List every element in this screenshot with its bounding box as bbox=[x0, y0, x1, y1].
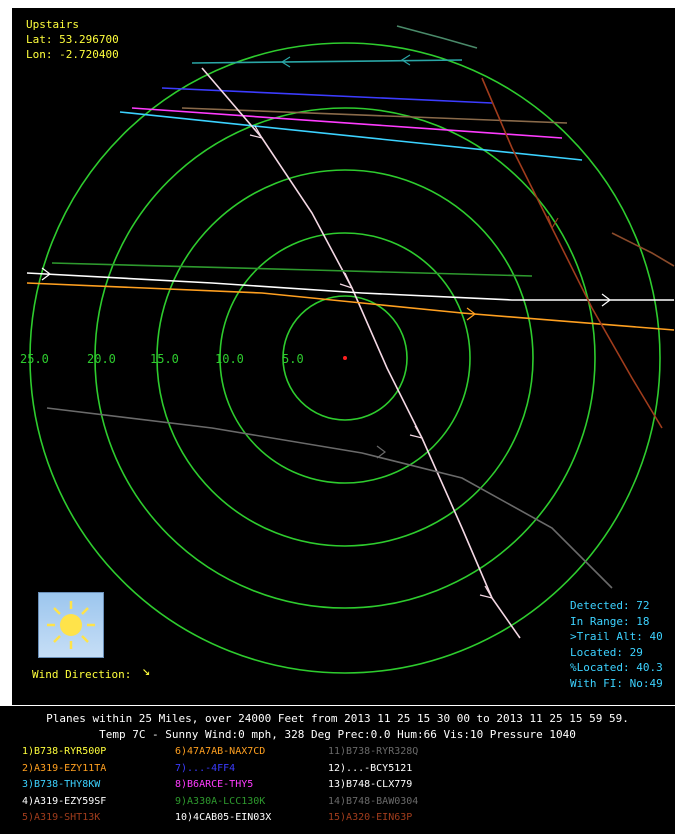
flight-entry: 12)...-BCY5121 bbox=[328, 762, 413, 774]
chevron-white-3 bbox=[409, 425, 424, 439]
flight-entry: 15)A320-EIN63P bbox=[328, 812, 413, 823]
flight-entry: 9)A330A-LCC130K bbox=[175, 795, 266, 807]
stat-detected: Detected: 72 bbox=[570, 599, 650, 612]
stat-trail-alt: >Trail Alt: 40 bbox=[570, 630, 663, 643]
track-blue bbox=[161, 87, 493, 104]
flight-tracks bbox=[26, 25, 675, 639]
flight-entry: 7)...-4FF4 bbox=[175, 762, 236, 774]
track-green-east bbox=[51, 262, 533, 277]
chevron-white-4 bbox=[479, 585, 494, 599]
track-brown-east bbox=[481, 77, 663, 429]
range-label-15: 15.0 bbox=[150, 352, 179, 366]
chevron-white-1 bbox=[249, 125, 264, 139]
location-lat: Lat: 53.296700 bbox=[26, 33, 119, 46]
range-label-5: 5.0 bbox=[282, 352, 304, 366]
track-grey-brown bbox=[181, 107, 568, 124]
track-north-teal bbox=[191, 59, 463, 64]
stats-panel: Detected: 72 In Range: 18 >Trail Alt: 40… bbox=[570, 598, 663, 691]
stat-with-fi: With FI: No:49 bbox=[570, 676, 663, 690]
location-name: Upstairs bbox=[26, 18, 79, 31]
center-marker bbox=[343, 356, 347, 360]
flight-entry: 5)A319-SHT13K bbox=[22, 812, 101, 823]
track-cyan bbox=[119, 111, 583, 161]
track-white-diagonal bbox=[201, 67, 521, 639]
flight-entry: 8)B6ARCE-THY5 bbox=[175, 779, 254, 790]
range-label-20: 20.0 bbox=[87, 352, 116, 366]
chevron-white-2 bbox=[339, 272, 354, 290]
wind-direction-label: Wind Direction: bbox=[32, 668, 132, 681]
range-ring-25 bbox=[29, 42, 661, 674]
summary-line-2: Temp 7C - Sunny Wind:0 mph, 328 Deg Prec… bbox=[99, 728, 576, 741]
flight-entry: 11)B738-RYR328Q bbox=[328, 746, 419, 757]
flight-entry: 10)4CAB05-EIN03X bbox=[175, 812, 272, 823]
range-rings bbox=[29, 42, 661, 674]
flight-entry: 4)A319-EZY59SF bbox=[22, 795, 107, 807]
stat-pct-located: %Located: 40.3 bbox=[570, 661, 663, 674]
range-ring-15 bbox=[156, 169, 534, 547]
range-ring-20 bbox=[94, 107, 596, 609]
chevron-orange-1 bbox=[466, 307, 476, 321]
radar-display: 25.0 20.0 15.0 10.0 5.0 bbox=[20, 25, 675, 674]
track-grey-south bbox=[46, 407, 613, 589]
track-magenta bbox=[131, 107, 563, 139]
chevron-east-2 bbox=[601, 293, 611, 307]
range-ring-5 bbox=[282, 295, 408, 421]
wind-direction-arrow-icon: ↘ bbox=[142, 663, 151, 679]
chevron-teal-2 bbox=[400, 54, 411, 66]
summary-line-1: Planes within 25 Miles, over 24000 Feet … bbox=[46, 712, 629, 725]
stat-in-range: In Range: 18 bbox=[570, 614, 650, 628]
summary-panel: Planes within 25 Miles, over 24000 Feet … bbox=[0, 706, 675, 834]
range-ring-10 bbox=[219, 232, 471, 484]
sunny-weather-icon bbox=[38, 592, 104, 658]
range-labels: 25.0 20.0 15.0 10.0 5.0 bbox=[20, 352, 304, 366]
flight-entry: 14)B748-BAW0304 bbox=[328, 795, 419, 807]
track-direction-marks bbox=[41, 54, 611, 599]
range-label-25: 25.0 bbox=[20, 352, 49, 366]
chevron-brown-1 bbox=[547, 215, 559, 230]
flight-entry: 2)A319-EZY11TA bbox=[22, 762, 107, 774]
flight-entry: 6)47A7AB-NAX7CD bbox=[175, 746, 266, 757]
track-north-faint bbox=[396, 25, 478, 49]
range-label-10: 10.0 bbox=[215, 352, 244, 366]
flight-entry: 13)B748-CLX779 bbox=[328, 779, 413, 790]
stat-located: Located: 29 bbox=[570, 645, 643, 659]
track-orange bbox=[26, 282, 675, 331]
flight-entry: 3)B738-THY8KW bbox=[22, 779, 101, 790]
track-brown-ne bbox=[611, 232, 675, 267]
chevron-grey-1 bbox=[376, 445, 386, 459]
track-white-east bbox=[26, 272, 674, 301]
chevron-east-1 bbox=[41, 267, 51, 281]
radar-panel: 25.0 20.0 15.0 10.0 5.0 Upstairs Lat: 53… bbox=[12, 8, 675, 705]
location-lon: Lon: -2.720400 bbox=[26, 48, 119, 61]
chevron-teal-1 bbox=[280, 56, 291, 68]
flight-entry: 1)B738-RYR500P bbox=[22, 746, 107, 757]
